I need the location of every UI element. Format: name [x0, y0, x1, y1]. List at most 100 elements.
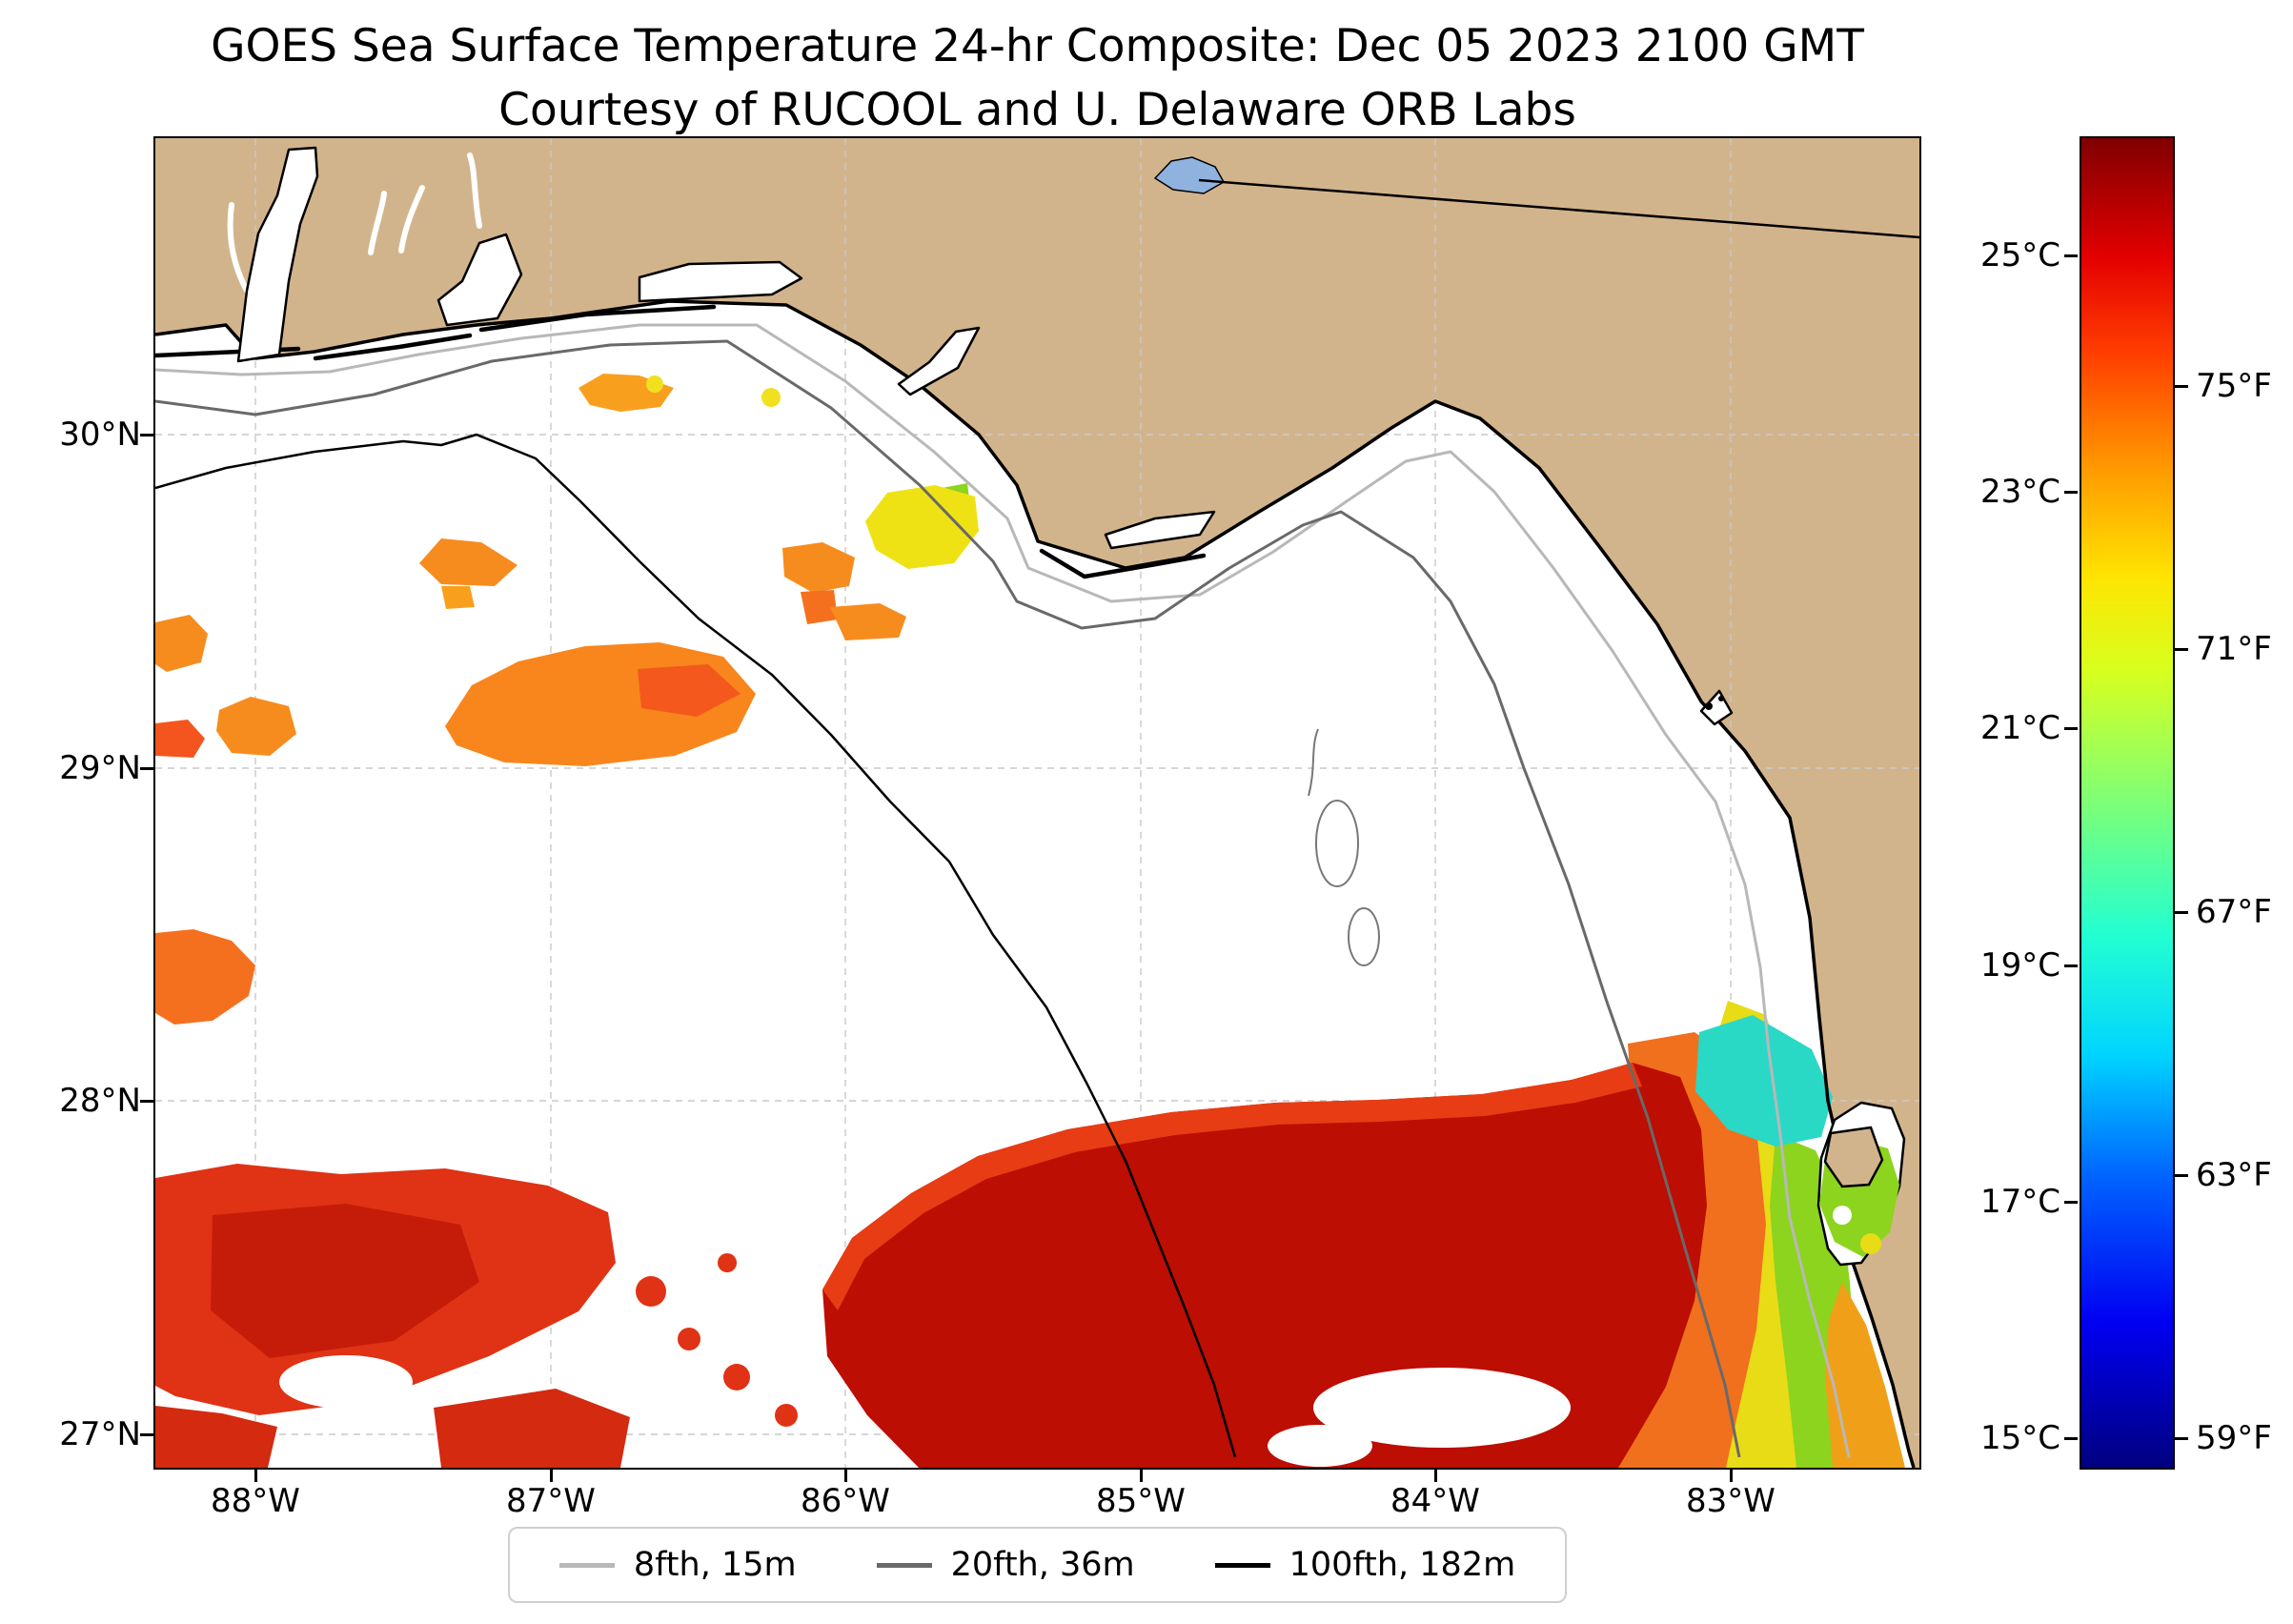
x-tick [550, 1470, 553, 1482]
no-data-gap [1833, 1206, 1852, 1225]
sst-patch-darkred-core [211, 1204, 479, 1358]
colorbar-label-c: 23°C [1979, 473, 2060, 511]
sst-patch-orange [441, 586, 475, 609]
sst-patch-redorange [155, 720, 205, 758]
sst-patch-orange [782, 542, 855, 593]
sst-patch-red [155, 1406, 277, 1468]
sst-patch-yellow [761, 388, 781, 407]
sst-patch-cyan [1695, 1015, 1833, 1147]
x-tick-label: 88°W [211, 1482, 300, 1520]
sst-nearshore-orange [1825, 1282, 1905, 1468]
x-tick-label: 86°W [801, 1482, 890, 1520]
contour-line-sample-8fth [558, 1562, 615, 1568]
pinellas-peninsula [1823, 1126, 1884, 1188]
contour-line-sample-100fth [1214, 1562, 1270, 1568]
x-tick [1434, 1470, 1437, 1482]
legend: 8fth, 15m 20fth, 36m 100fth, 182m [155, 1527, 1919, 1603]
x-tick-label: 83°W [1686, 1482, 1776, 1520]
colorbar-label-c: 17°C [1979, 1183, 2060, 1221]
sst-patch-redorange-core [638, 664, 741, 717]
colorbar-tick-c [2064, 1201, 2078, 1204]
title-line-2: Courtesy of RUCOOL and U. Delaware ORB L… [498, 83, 1576, 136]
y-tick-label: 30°N [59, 416, 141, 454]
colorbar-tick-c [2064, 727, 2078, 730]
legend-item-100fth: 100fth, 182m [1214, 1546, 1516, 1584]
sst-patch-yellow [1860, 1233, 1881, 1254]
sst-speck [723, 1364, 750, 1391]
legend-item-8fth: 8fth, 15m [558, 1546, 797, 1584]
sst-patch-orange [216, 697, 296, 756]
sst-speck [636, 1276, 666, 1307]
colorbar-label-f: 71°F [2196, 630, 2272, 668]
legend-label: 100fth, 182m [1289, 1546, 1516, 1584]
colorbar-tick-f [2175, 911, 2188, 914]
contour-100fth-182m [155, 433, 1237, 1458]
legend-label: 20fth, 36m [950, 1546, 1135, 1584]
river-channels [227, 152, 482, 294]
sst-patch-yellow [865, 485, 979, 569]
sst-patch-yellow [646, 376, 663, 393]
colorbar-label-f: 67°F [2196, 893, 2272, 931]
colorbar-label-f: 75°F [2196, 367, 2272, 405]
colorbar-tick-f [2175, 385, 2188, 388]
y-tick-label: 27°N [59, 1415, 141, 1453]
x-tick-label: 87°W [506, 1482, 596, 1520]
colorbar-tick-c [2064, 254, 2078, 257]
x-tick-label: 84°W [1390, 1482, 1480, 1520]
contour-line-sample-20fth [876, 1562, 932, 1568]
title-line-1: GOES Sea Surface Temperature 24-hr Compo… [211, 20, 1864, 72]
y-tick [140, 434, 153, 436]
map-plot-area [153, 136, 1921, 1470]
sst-patch-orange [830, 603, 906, 640]
colorbar-tick-c [2064, 964, 2078, 967]
small-islands [1705, 696, 1724, 710]
y-tick [140, 767, 153, 770]
no-data-gap [279, 1355, 413, 1409]
legend-box: 8fth, 15m 20fth, 36m 100fth, 182m [507, 1527, 1568, 1603]
sst-mass-darkred [822, 1063, 1707, 1468]
land-region [155, 138, 1919, 1468]
no-data-gap [1268, 1425, 1372, 1467]
colorbar-label-f: 59°F [2196, 1419, 2272, 1457]
cedar-key-notch [1699, 689, 1734, 726]
colorbar-tick-f [2175, 1174, 2188, 1177]
pensacola-bay [436, 233, 523, 327]
x-tick [1730, 1470, 1733, 1482]
x-tick [844, 1470, 847, 1482]
colorbar-tick-f [2175, 1437, 2188, 1440]
colorbar-label-c: 15°C [1979, 1419, 2060, 1457]
sst-map [155, 138, 1919, 1468]
colorbar-tick-f [2175, 648, 2188, 651]
st-andrew-bay [897, 326, 981, 396]
sst-patch-orange [419, 538, 517, 586]
contour-8fth-15m [155, 323, 1851, 1458]
middle-grounds-contours [1308, 728, 1380, 966]
sst-patch-orange [155, 929, 255, 1025]
contour-20fth-36m [155, 339, 1741, 1458]
colorbar-label-c: 25°C [1979, 236, 2060, 274]
x-tick [254, 1470, 257, 1482]
lake-seminole [1153, 156, 1226, 194]
y-tick-label: 29°N [59, 749, 141, 787]
mobile-bay [236, 146, 319, 363]
y-tick [140, 1433, 153, 1436]
sst-speck [775, 1404, 798, 1427]
no-data-gap [1313, 1368, 1571, 1448]
tampa-bay-interior [1819, 1126, 1899, 1257]
legend-label: 8fth, 15m [633, 1546, 797, 1584]
sst-speck [718, 1253, 737, 1272]
x-tick-label: 85°W [1096, 1482, 1186, 1520]
sst-speck [678, 1328, 700, 1350]
colorbar-label-c: 19°C [1979, 946, 2060, 985]
colorbar-tick-c [2064, 491, 2078, 494]
colorbar-tick-c [2064, 1437, 2078, 1440]
state-boundary-line [1198, 178, 1919, 239]
sst-patch-orange [155, 615, 208, 672]
choctawhatchee-bay [638, 260, 803, 303]
colorbar-label-f: 63°F [2196, 1156, 2272, 1194]
y-tick [140, 1100, 153, 1103]
temperature-colorbar [2080, 136, 2175, 1470]
sst-patch-orange [801, 590, 838, 624]
x-tick [1140, 1470, 1143, 1482]
